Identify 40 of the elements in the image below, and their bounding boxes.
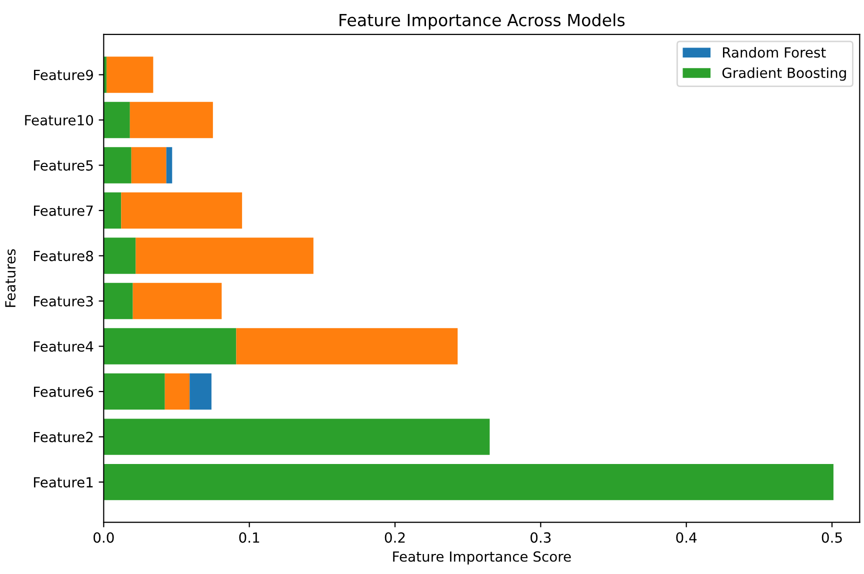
bar xyxy=(104,192,122,229)
bar xyxy=(104,418,490,455)
bar xyxy=(190,373,212,410)
y-tick-label: Feature4 xyxy=(34,341,94,352)
y-tick-label: Feature5 xyxy=(34,160,93,171)
bar xyxy=(106,56,154,93)
bar xyxy=(236,328,458,364)
bar xyxy=(121,192,242,229)
legend-label: Random Forest xyxy=(722,46,826,58)
y-tick-label: Feature1 xyxy=(34,477,93,488)
bar xyxy=(164,373,190,410)
y-tick-label: Feature9 xyxy=(34,70,93,80)
y-axis-title: Features xyxy=(5,249,16,307)
bar xyxy=(131,147,166,184)
bar xyxy=(166,147,172,184)
x-axis-title: Feature Importance Score xyxy=(393,551,571,564)
legend-label: Gradient Boosting xyxy=(722,67,846,81)
bar xyxy=(104,464,834,500)
y-tick-label: Feature3 xyxy=(34,296,93,306)
x-tick-label: 0.4 xyxy=(676,532,697,543)
bar xyxy=(130,102,213,138)
bar xyxy=(136,238,314,274)
bar xyxy=(104,238,136,274)
bar xyxy=(104,373,165,410)
x-tick-label: 0.0 xyxy=(94,532,114,543)
bar xyxy=(104,147,132,184)
y-tick-label: Feature7 xyxy=(34,206,93,216)
x-tick-label: 0.5 xyxy=(822,532,842,543)
bar xyxy=(104,102,130,138)
x-tick-label: 0.3 xyxy=(530,532,551,543)
y-tick-label: Feature2 xyxy=(34,432,93,442)
y-tick-label: Feature10 xyxy=(25,114,94,126)
x-tick-label: 0.2 xyxy=(384,532,405,543)
bar xyxy=(132,282,222,320)
x-tick-label: 0.1 xyxy=(239,532,260,543)
bar xyxy=(104,282,133,320)
chart-title: Feature Importance Across Models xyxy=(340,13,625,30)
bar xyxy=(104,328,236,364)
y-tick-label: Feature8 xyxy=(34,250,94,262)
y-tick-label: Feature6 xyxy=(34,386,94,398)
